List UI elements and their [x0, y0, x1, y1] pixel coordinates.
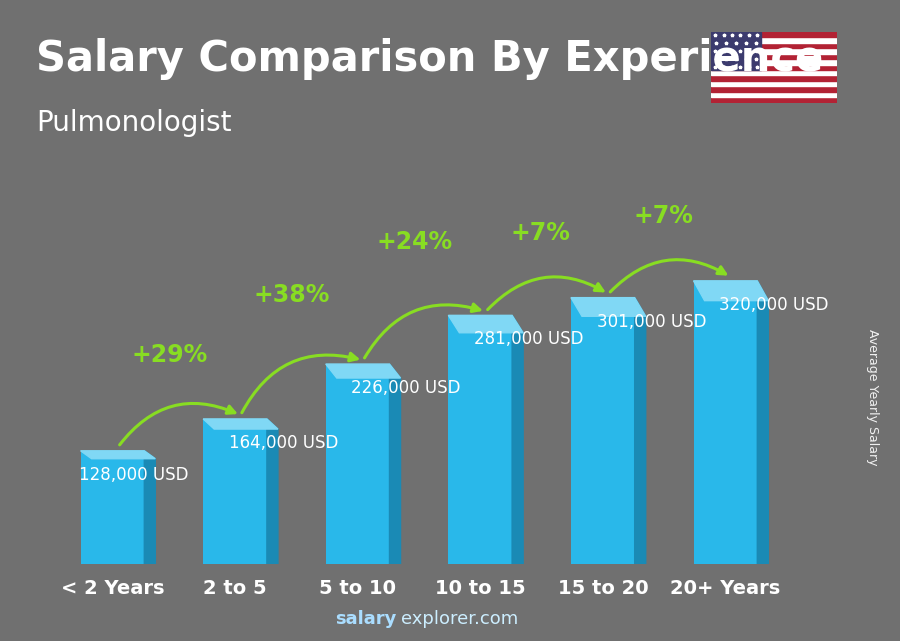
Text: 20+ Years: 20+ Years: [670, 579, 780, 598]
Polygon shape: [571, 297, 645, 316]
Bar: [203, 419, 267, 564]
Bar: [711, 32, 761, 70]
Polygon shape: [512, 315, 523, 564]
Text: salary: salary: [335, 610, 396, 628]
Text: explorer.com: explorer.com: [400, 610, 518, 628]
Polygon shape: [694, 281, 769, 301]
Polygon shape: [81, 451, 156, 459]
Text: 5 to 10: 5 to 10: [320, 579, 396, 598]
Text: Salary Comparison By Experience: Salary Comparison By Experience: [36, 38, 824, 81]
Bar: [571, 297, 634, 564]
Text: 128,000 USD: 128,000 USD: [79, 465, 189, 484]
Text: +29%: +29%: [131, 342, 208, 367]
Bar: [711, 37, 837, 43]
Bar: [711, 92, 837, 97]
Bar: [326, 364, 390, 564]
Bar: [711, 97, 837, 103]
Bar: [711, 54, 837, 59]
Bar: [711, 81, 837, 87]
Bar: [448, 315, 512, 564]
Text: +38%: +38%: [254, 283, 330, 307]
Text: +7%: +7%: [511, 221, 571, 246]
Text: 15 to 20: 15 to 20: [557, 579, 648, 598]
FancyArrowPatch shape: [242, 353, 357, 413]
Bar: [711, 87, 837, 92]
Bar: [711, 76, 837, 81]
Polygon shape: [203, 419, 278, 429]
FancyArrowPatch shape: [120, 403, 235, 445]
Text: Pulmonologist: Pulmonologist: [36, 109, 231, 137]
Bar: [711, 43, 837, 48]
Text: 281,000 USD: 281,000 USD: [474, 330, 583, 348]
Polygon shape: [144, 451, 156, 564]
FancyArrowPatch shape: [610, 260, 725, 292]
Polygon shape: [267, 419, 278, 564]
Bar: [694, 281, 757, 564]
Bar: [711, 65, 837, 70]
Polygon shape: [448, 315, 523, 333]
Bar: [711, 32, 837, 37]
Polygon shape: [326, 364, 400, 378]
Text: 2 to 5: 2 to 5: [203, 579, 266, 598]
Bar: [711, 48, 837, 54]
Polygon shape: [634, 297, 645, 564]
Text: 10 to 15: 10 to 15: [435, 579, 526, 598]
Text: < 2 Years: < 2 Years: [60, 579, 164, 598]
Text: 226,000 USD: 226,000 USD: [352, 379, 461, 397]
Polygon shape: [757, 281, 769, 564]
Polygon shape: [390, 364, 400, 564]
Bar: [81, 451, 144, 564]
Text: +7%: +7%: [634, 204, 693, 228]
FancyArrowPatch shape: [364, 304, 480, 358]
Text: 301,000 USD: 301,000 USD: [597, 313, 706, 331]
Text: 164,000 USD: 164,000 USD: [229, 434, 338, 452]
Bar: [711, 70, 837, 76]
Text: Average Yearly Salary: Average Yearly Salary: [867, 329, 879, 465]
Text: 320,000 USD: 320,000 USD: [719, 296, 829, 313]
FancyArrowPatch shape: [488, 277, 603, 310]
Text: +24%: +24%: [376, 230, 453, 254]
Bar: [711, 59, 837, 65]
